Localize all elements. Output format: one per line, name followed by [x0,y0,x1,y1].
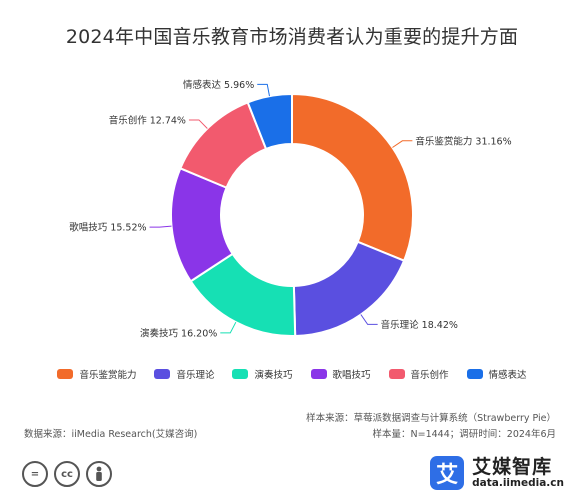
donut-chart: 音乐鉴赏能力 31.16% 音乐理论 18.42% 演奏技巧 16.20% 歌唱技巧 … [69,79,511,339]
legend-item: 歌唱技巧 [310,367,371,381]
brand-block: 艾 艾媒智库 data.iimedia.cn [430,456,564,490]
legend-swatch [388,369,405,379]
slice-data-label: 音乐创作 12.74% [109,114,186,126]
brand-url: data.iimedia.cn [472,476,564,489]
legend-swatch [310,369,327,379]
legend-item: 音乐鉴赏能力 [57,367,136,381]
label-leader-line [188,119,208,129]
legend-item: 情感表达 [466,367,527,381]
brand-logo: 艾 [430,456,465,490]
legend-label: 音乐理论 [176,370,215,381]
legend-swatch [57,369,74,379]
legend-label: 歌唱技巧 [332,370,371,381]
person-icon [86,461,112,487]
legend-item: 演奏技巧 [232,367,293,381]
sample-source: 样本来源：草莓派数据调查与计算系统（Strawberry Pie） [306,413,556,424]
legend-item: 音乐理论 [154,367,214,381]
data-source: 数据来源：iiMedia Research(艾媒咨询) [24,429,198,440]
slice-data-label: 演奏技巧 16.20% [140,327,217,339]
legend-swatch [232,369,249,379]
license-icons: = cc [22,461,112,487]
legend-swatch [154,369,171,379]
label-leader-line [220,321,237,334]
legend-label: 音乐鉴赏能力 [79,370,137,381]
slice-data-label: 情感表达 5.96% [183,79,254,91]
sample-info: 样本量：N=1444；调研时间：2024年6月 [372,429,556,440]
label-leader-line [257,83,270,97]
label-leader-line [360,314,378,325]
cc-icon: cc [54,461,80,487]
legend-item: 音乐创作 [388,367,449,381]
chart-title: 2024年中国音乐教育市场消费者认为重要的提升方面 [65,26,519,48]
slice-data-label: 歌唱技巧 15.52% [69,222,146,234]
equal-icon: = [22,461,48,487]
legend-label: 情感表达 [488,370,527,381]
legend-label: 音乐创作 [410,370,449,381]
brand-name: 艾媒智库 [472,455,553,478]
legend-swatch [466,369,483,379]
legend-label: 演奏技巧 [254,370,293,381]
donut-slice [246,92,293,151]
slice-data-label: 音乐鉴赏能力 31.16% [415,135,511,147]
label-leader-line [392,140,413,148]
label-leader-line [149,225,172,228]
slice-data-label: 音乐理论 18.42% [381,319,458,331]
donut-slice [291,92,414,262]
chart-legend: 音乐鉴赏能力 音乐理论 演奏技巧 歌唱技巧 音乐创作 情感表达 [0,367,584,381]
